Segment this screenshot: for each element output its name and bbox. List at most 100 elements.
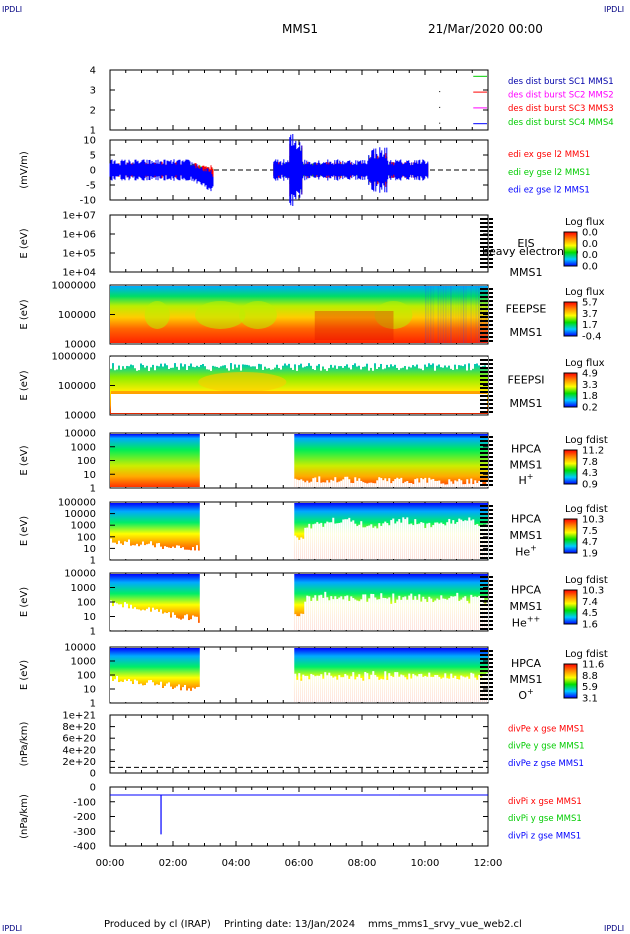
edge-tick	[489, 464, 493, 466]
y-tick-label: 0	[90, 769, 96, 780]
heatmap-speckle	[178, 357, 180, 370]
burst-dot	[439, 122, 441, 124]
heatmap-speckle	[308, 357, 310, 364]
edge-tick	[480, 484, 488, 486]
heatmap-speckle	[112, 606, 114, 630]
y-tick-label: -300	[73, 827, 96, 838]
heatmap-speckle	[176, 545, 178, 559]
edge-tick	[489, 367, 493, 369]
heatmap-speckle	[118, 682, 120, 702]
heatmap-speckle	[228, 357, 230, 371]
y-tick-label: 100	[77, 456, 96, 467]
y-tick-label: 1000	[71, 442, 96, 453]
edge-tick	[480, 296, 488, 298]
heatmap-speckle	[206, 357, 208, 370]
heatmap-speckle	[150, 611, 152, 630]
heatmap-speckle	[418, 594, 421, 630]
edge-tick	[480, 698, 488, 700]
heatmap-speckle	[448, 598, 451, 630]
edge-tick	[489, 557, 493, 559]
heatmap-speckle	[176, 617, 178, 630]
edge-tick	[489, 553, 493, 555]
edge-tick	[489, 484, 493, 486]
heatmap-speckle	[440, 678, 443, 702]
x-tick-label: 12:00	[474, 858, 503, 869]
colorbar-title: Log fdist	[565, 649, 608, 660]
edge-tick	[480, 440, 488, 442]
heatmap-speckle	[354, 599, 357, 630]
edge-tick	[480, 533, 488, 535]
heatmap-speckle	[342, 479, 345, 487]
colorbar-tick-label: 3.3	[582, 380, 598, 391]
heatmap-speckle	[408, 595, 411, 630]
edge-tick	[489, 324, 493, 326]
heatmap-speckle	[376, 676, 379, 702]
heatmap-speckle	[364, 671, 367, 702]
instrument-label: HPCA	[511, 657, 542, 670]
edge-tick	[480, 288, 488, 290]
heatmap-speckle	[348, 600, 351, 630]
heatmap-speckle	[436, 522, 439, 559]
heatmap-speckle	[458, 357, 460, 366]
heatmap-speckle	[464, 484, 467, 487]
heatmap-speckle	[326, 357, 328, 371]
panel-frame-divpi	[109, 786, 489, 847]
heatmap-speckle	[254, 357, 256, 367]
heatmap-speckle	[172, 612, 174, 630]
heatmap-speckle	[320, 482, 323, 487]
heatmap-speckle	[382, 357, 384, 370]
edge-tick	[489, 620, 493, 622]
edge-tick	[480, 448, 488, 450]
heatmap-speckle	[184, 357, 186, 365]
heatmap-speckle	[398, 595, 401, 630]
heatmap-speckle	[406, 599, 409, 630]
heatmap-streak	[460, 286, 462, 343]
efield-trace	[273, 134, 429, 206]
heatmap-speckle	[394, 523, 397, 559]
heatmap-speckle	[446, 357, 448, 368]
heatmap-speckle	[146, 357, 148, 366]
heatmap-speckle	[326, 521, 329, 559]
x-tick-label: 06:00	[285, 858, 314, 869]
heatmap-speckle	[462, 484, 465, 487]
heatmap-speckle	[194, 550, 196, 559]
heatmap-speckle	[386, 598, 389, 630]
heatmap-speckle	[436, 674, 439, 702]
heatmap-speckle	[350, 596, 353, 630]
edge-tick	[489, 658, 493, 660]
heatmap-speckle	[484, 357, 486, 366]
heatmap-speckle	[112, 542, 114, 559]
heatmap-speckle	[246, 357, 248, 365]
heatmap-speckle	[416, 676, 419, 702]
heatmap-speckle	[392, 677, 395, 702]
heatmap-speckle	[376, 599, 379, 630]
heatmap-speckle	[360, 678, 363, 702]
edge-tick	[489, 545, 493, 547]
heatmap-speckle	[164, 685, 166, 702]
heatmap-speckle	[472, 596, 475, 630]
heatmap-speckle	[308, 482, 311, 487]
heatmap-speckle	[454, 596, 457, 630]
heatmap-speckle	[396, 477, 399, 487]
heatmap-speckle	[124, 357, 126, 369]
colorbar-tick-label: 7.8	[582, 457, 598, 468]
heatmap-speckle	[398, 676, 401, 702]
heatmap-speckle	[416, 524, 419, 559]
heatmap-speckle	[418, 482, 421, 487]
heatmap-speckle	[150, 357, 152, 368]
edge-tick	[489, 383, 493, 385]
edge-tick	[480, 628, 488, 630]
heatmap-speckle	[324, 482, 327, 487]
heatmap-speckle	[126, 541, 128, 559]
y-tick-label: 100000	[58, 310, 96, 321]
heatmap-speckle	[232, 357, 234, 370]
y-tick-label: 1e+21	[62, 711, 96, 722]
edge-tick	[489, 476, 493, 478]
edge-tick	[480, 620, 488, 622]
y-tick-label: 1	[90, 627, 96, 638]
heatmap-speckle	[390, 483, 393, 487]
heatmap-speckle	[298, 673, 301, 702]
heatmap-speckle	[198, 357, 200, 367]
heatmap-speckle	[362, 594, 365, 630]
edge-tick	[489, 576, 493, 578]
